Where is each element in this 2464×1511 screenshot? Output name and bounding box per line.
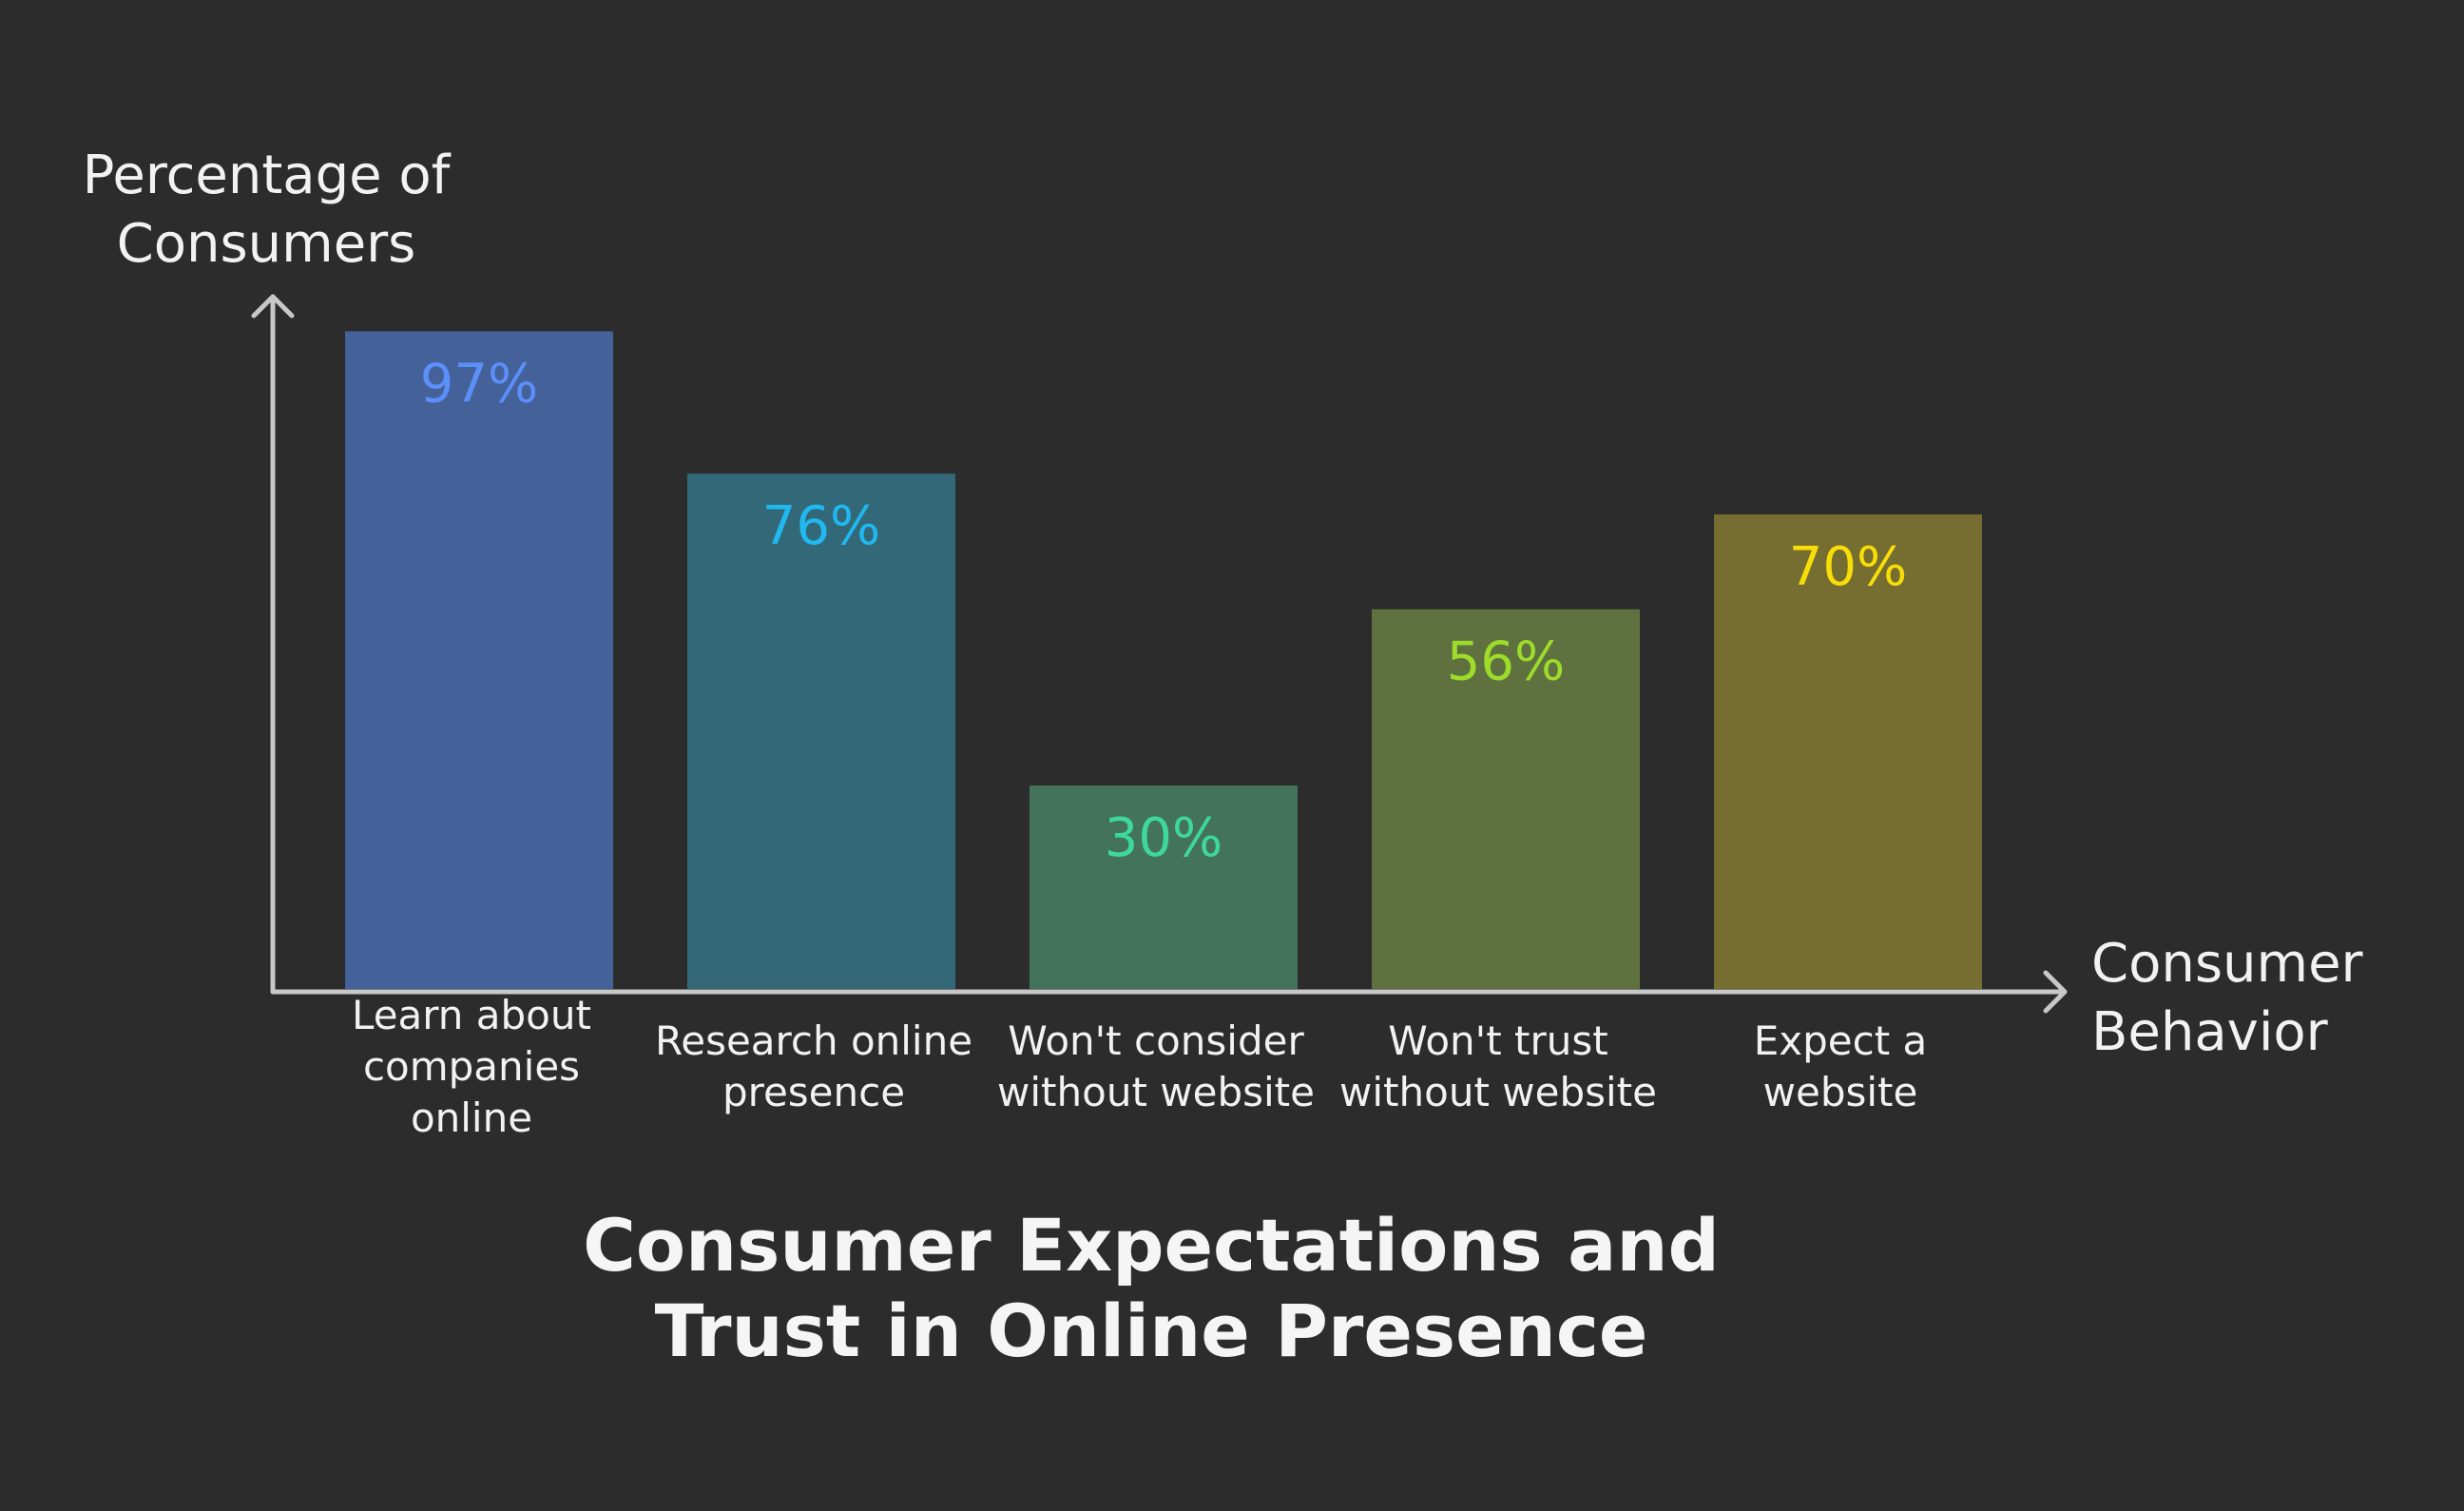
value-label-3: 30%	[1105, 807, 1222, 869]
x-axis-title: Consumer Behavior	[2091, 933, 2364, 1063]
category-label-4: Won't trust without website	[1339, 1017, 1657, 1115]
bar-4	[1372, 609, 1640, 989]
bar-3	[1030, 785, 1298, 989]
value-label-4: 56%	[1447, 631, 1565, 693]
y-axis-title: Percentage of Consumers	[83, 145, 452, 275]
value-labels: 97% 76% 30% 56% 70%	[420, 353, 1907, 869]
x-axis-arrow	[2043, 970, 2068, 1014]
value-label-2: 76%	[762, 495, 880, 557]
bar-5	[1714, 513, 1982, 989]
bar-1	[345, 331, 613, 989]
value-label-1: 97%	[420, 353, 538, 415]
category-label-5: Expect a website	[1754, 1017, 1928, 1115]
bar-2	[687, 474, 955, 989]
chart-title: Consumer Expectations and Trust in Online…	[583, 1203, 1720, 1373]
category-labels: Learn about companies online Research onlin…	[352, 992, 1927, 1141]
category-label-2: Research online presence	[655, 1017, 972, 1115]
axes	[251, 294, 2068, 1014]
y-axis-arrow	[251, 294, 295, 319]
category-label-3: Won't consider without website	[997, 1017, 1315, 1115]
category-label-1: Learn about companies online	[352, 992, 591, 1141]
bars	[345, 331, 1982, 989]
value-label-5: 70%	[1789, 536, 1907, 598]
